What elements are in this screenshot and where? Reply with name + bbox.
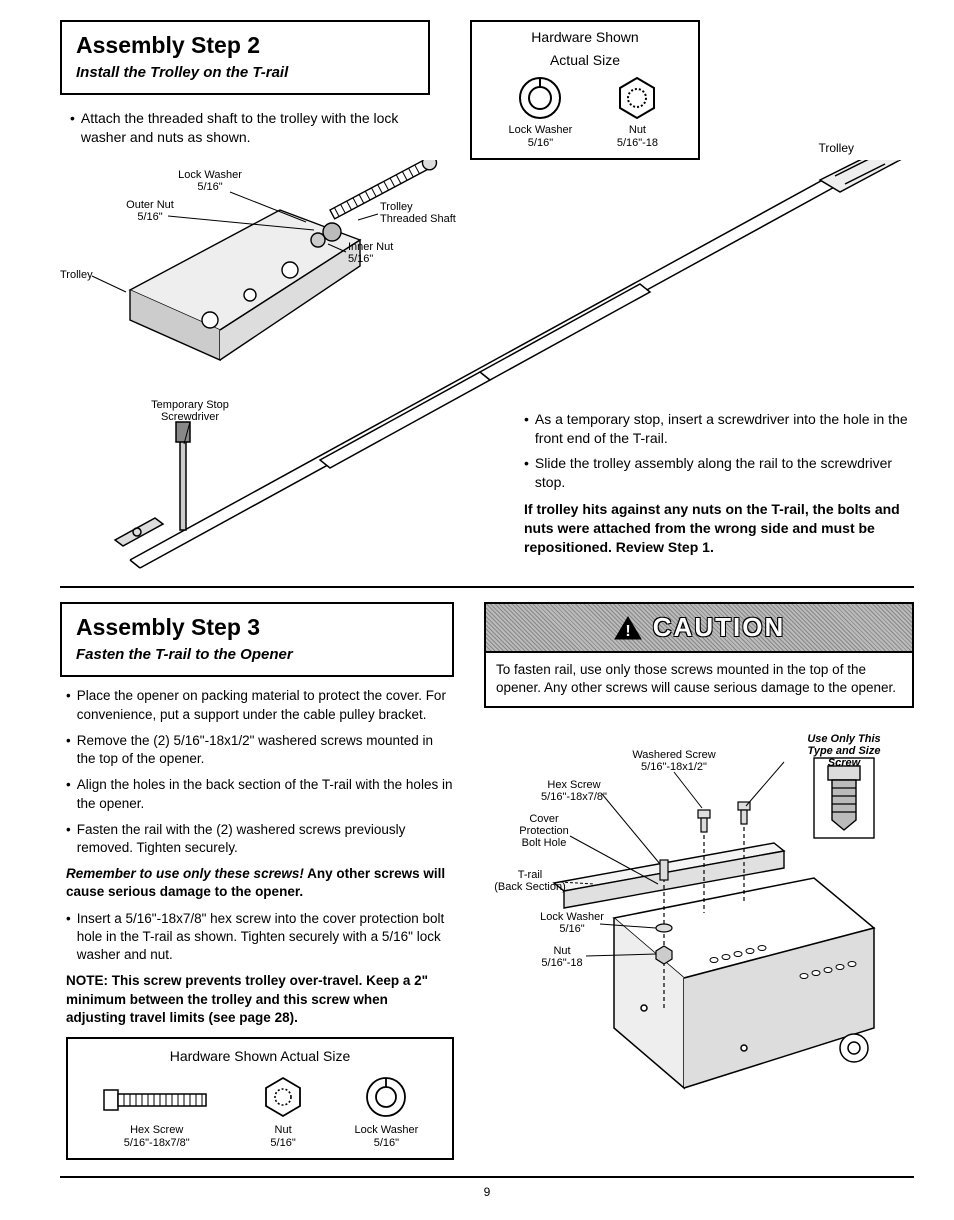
- warning-icon: !: [613, 615, 643, 641]
- svg-text:Use Only This: Use Only This: [807, 733, 880, 745]
- step3-hardware-box: Hardware Shown Actual Size: [66, 1037, 454, 1160]
- nut-icon: [613, 74, 661, 122]
- svg-text:Trolley: Trolley: [60, 269, 93, 281]
- svg-text:Lock Washer: Lock Washer: [540, 911, 604, 923]
- step3-title-box: Assembly Step 3 Fasten the T-rail to the…: [60, 602, 454, 677]
- hw2-lw-l1: Lock Washer: [354, 1124, 418, 1137]
- svg-text:(Back Section): (Back Section): [494, 881, 566, 893]
- step2-title: Assembly Step 2: [76, 30, 414, 61]
- svg-text:Protection: Protection: [519, 825, 569, 837]
- hw-nut-l1: Nut: [613, 124, 661, 137]
- svg-text:Threaded Shaft: Threaded Shaft: [380, 213, 456, 225]
- caution-word: CAUTION: [653, 610, 785, 645]
- hw2-hex-l2: 5/16"-18x7/8": [102, 1137, 212, 1150]
- step2-bullet-b: Slide the trolley assembly along the rai…: [535, 454, 914, 492]
- svg-text:5/16"-18x1/2": 5/16"-18x1/2": [641, 761, 707, 773]
- hw2-nut-l2: 5/16": [259, 1137, 307, 1150]
- step2-header-row: Assembly Step 2 Install the Trolley on t…: [60, 20, 914, 160]
- hw-lockwasher: Lock Washer 5/16": [509, 74, 573, 150]
- trolley-far-label: Trolley: [818, 140, 854, 156]
- svg-text:5/16": 5/16": [197, 181, 222, 193]
- svg-text:Cover: Cover: [529, 813, 559, 825]
- caution-body: To fasten rail, use only those screws mo…: [486, 653, 912, 705]
- hw-lw-l2: 5/16": [509, 137, 573, 150]
- step2-hardware-box: Hardware Shown Actual Size Lock Washer 5…: [470, 20, 700, 160]
- step3-right-col: ! CAUTION To fasten rail, use only those…: [484, 602, 914, 1112]
- hw-nut: Nut 5/16"-18: [613, 74, 661, 150]
- hw-nut-l2: 5/16"-18: [613, 137, 661, 150]
- svg-text:Bolt Hole: Bolt Hole: [522, 837, 567, 849]
- hexscrew-icon: [102, 1080, 212, 1120]
- step3-b5: Insert a 5/16"-18x7/8" hex screw into th…: [77, 910, 454, 965]
- hw2-lw-l2: 5/16": [354, 1137, 418, 1150]
- hw-title-1: Hardware Shown: [488, 28, 682, 47]
- step3-remember-it: Remember to use only these screws!: [66, 866, 304, 881]
- step2-bullet-a: As a temporary stop, insert a screwdrive…: [535, 410, 914, 448]
- step3-bullets: •Place the opener on packing material to…: [66, 687, 454, 857]
- separator: [60, 586, 914, 588]
- svg-text:Hex Screw: Hex Screw: [547, 779, 600, 791]
- step3-row: Assembly Step 3 Fasten the T-rail to the…: [60, 602, 914, 1176]
- hw2-hex: Hex Screw 5/16"-18x7/8": [102, 1080, 212, 1150]
- svg-text:Trolley: Trolley: [380, 201, 413, 213]
- step3-b3: Align the holes in the back section of t…: [77, 776, 454, 812]
- step2-attach-text: •Attach the threaded shaft to the trolle…: [70, 109, 440, 147]
- step2-right-text: •As a temporary stop, insert a screwdriv…: [524, 410, 914, 556]
- svg-text:Temporary Stop: Temporary Stop: [151, 399, 229, 411]
- step2-subtitle: Install the Trolley on the T-rail: [76, 63, 414, 83]
- svg-text:Screw: Screw: [828, 757, 862, 769]
- svg-text:5/16": 5/16": [559, 923, 584, 935]
- lockwasher-icon: [516, 74, 564, 122]
- page: Assembly Step 2 Install the Trolley on t…: [60, 20, 914, 1178]
- nut-icon: [259, 1074, 307, 1120]
- hw2-nut: Nut 5/16": [259, 1074, 307, 1150]
- hw2-lw: Lock Washer 5/16": [354, 1074, 418, 1150]
- step3-b1: Place the opener on packing material to …: [77, 687, 454, 723]
- svg-text:Screwdriver: Screwdriver: [161, 411, 219, 423]
- step2-diagram: Lock Washer 5/16" Outer Nut 5/16" Trolle…: [60, 160, 914, 580]
- svg-text:5/16"-18: 5/16"-18: [541, 957, 582, 969]
- step3-left-col: Assembly Step 3 Fasten the T-rail to the…: [60, 602, 454, 1176]
- lockwasher-icon: [363, 1074, 409, 1120]
- svg-text:Outer Nut: Outer Nut: [126, 199, 174, 211]
- svg-text:Inner Nut: Inner Nut: [348, 241, 393, 253]
- svg-text:5/16": 5/16": [348, 253, 373, 265]
- step3-title: Assembly Step 3: [76, 612, 438, 643]
- caution-box: ! CAUTION To fasten rail, use only those…: [484, 602, 914, 708]
- step3-remember: Remember to use only these screws! Any o…: [66, 865, 454, 901]
- step2-bold-note: If trolley hits against any nuts on the …: [524, 500, 914, 557]
- svg-text:5/16"-18x7/8": 5/16"-18x7/8": [541, 791, 607, 803]
- step2-attach: Attach the threaded shaft to the trolley…: [81, 109, 440, 147]
- step3-b2: Remove the (2) 5/16"-18x1/2" washered sc…: [77, 732, 454, 768]
- step3-b4: Fasten the rail with the (2) washered sc…: [77, 821, 454, 857]
- svg-text:5/16": 5/16": [137, 211, 162, 223]
- step3-diagram: Washered Screw 5/16"-18x1/2" Use Only Th…: [484, 728, 914, 1113]
- page-number: 9: [60, 1178, 914, 1200]
- hw-title-2: Actual Size: [488, 51, 682, 70]
- caution-header: ! CAUTION: [486, 604, 912, 653]
- svg-text:Lock Washer: Lock Washer: [178, 169, 242, 181]
- svg-text:Washered Screw: Washered Screw: [632, 749, 715, 761]
- step3-subtitle: Fasten the T-rail to the Opener: [76, 645, 438, 665]
- step2-title-box: Assembly Step 2 Install the Trolley on t…: [60, 20, 430, 95]
- svg-text:Type and Size: Type and Size: [808, 745, 881, 757]
- svg-text:!: !: [625, 623, 630, 640]
- hw2-title: Hardware Shown Actual Size: [78, 1047, 442, 1066]
- step3-diagram-svg: Washered Screw 5/16"-18x1/2" Use Only Th…: [484, 728, 914, 1108]
- hw2-hex-l1: Hex Screw: [102, 1124, 212, 1137]
- hw-lw-l1: Lock Washer: [509, 124, 573, 137]
- svg-text:T-rail: T-rail: [518, 869, 542, 881]
- step3-note2: NOTE: This screw prevents trolley over-t…: [66, 972, 448, 1027]
- hw2-nut-l1: Nut: [259, 1124, 307, 1137]
- svg-text:Nut: Nut: [553, 945, 570, 957]
